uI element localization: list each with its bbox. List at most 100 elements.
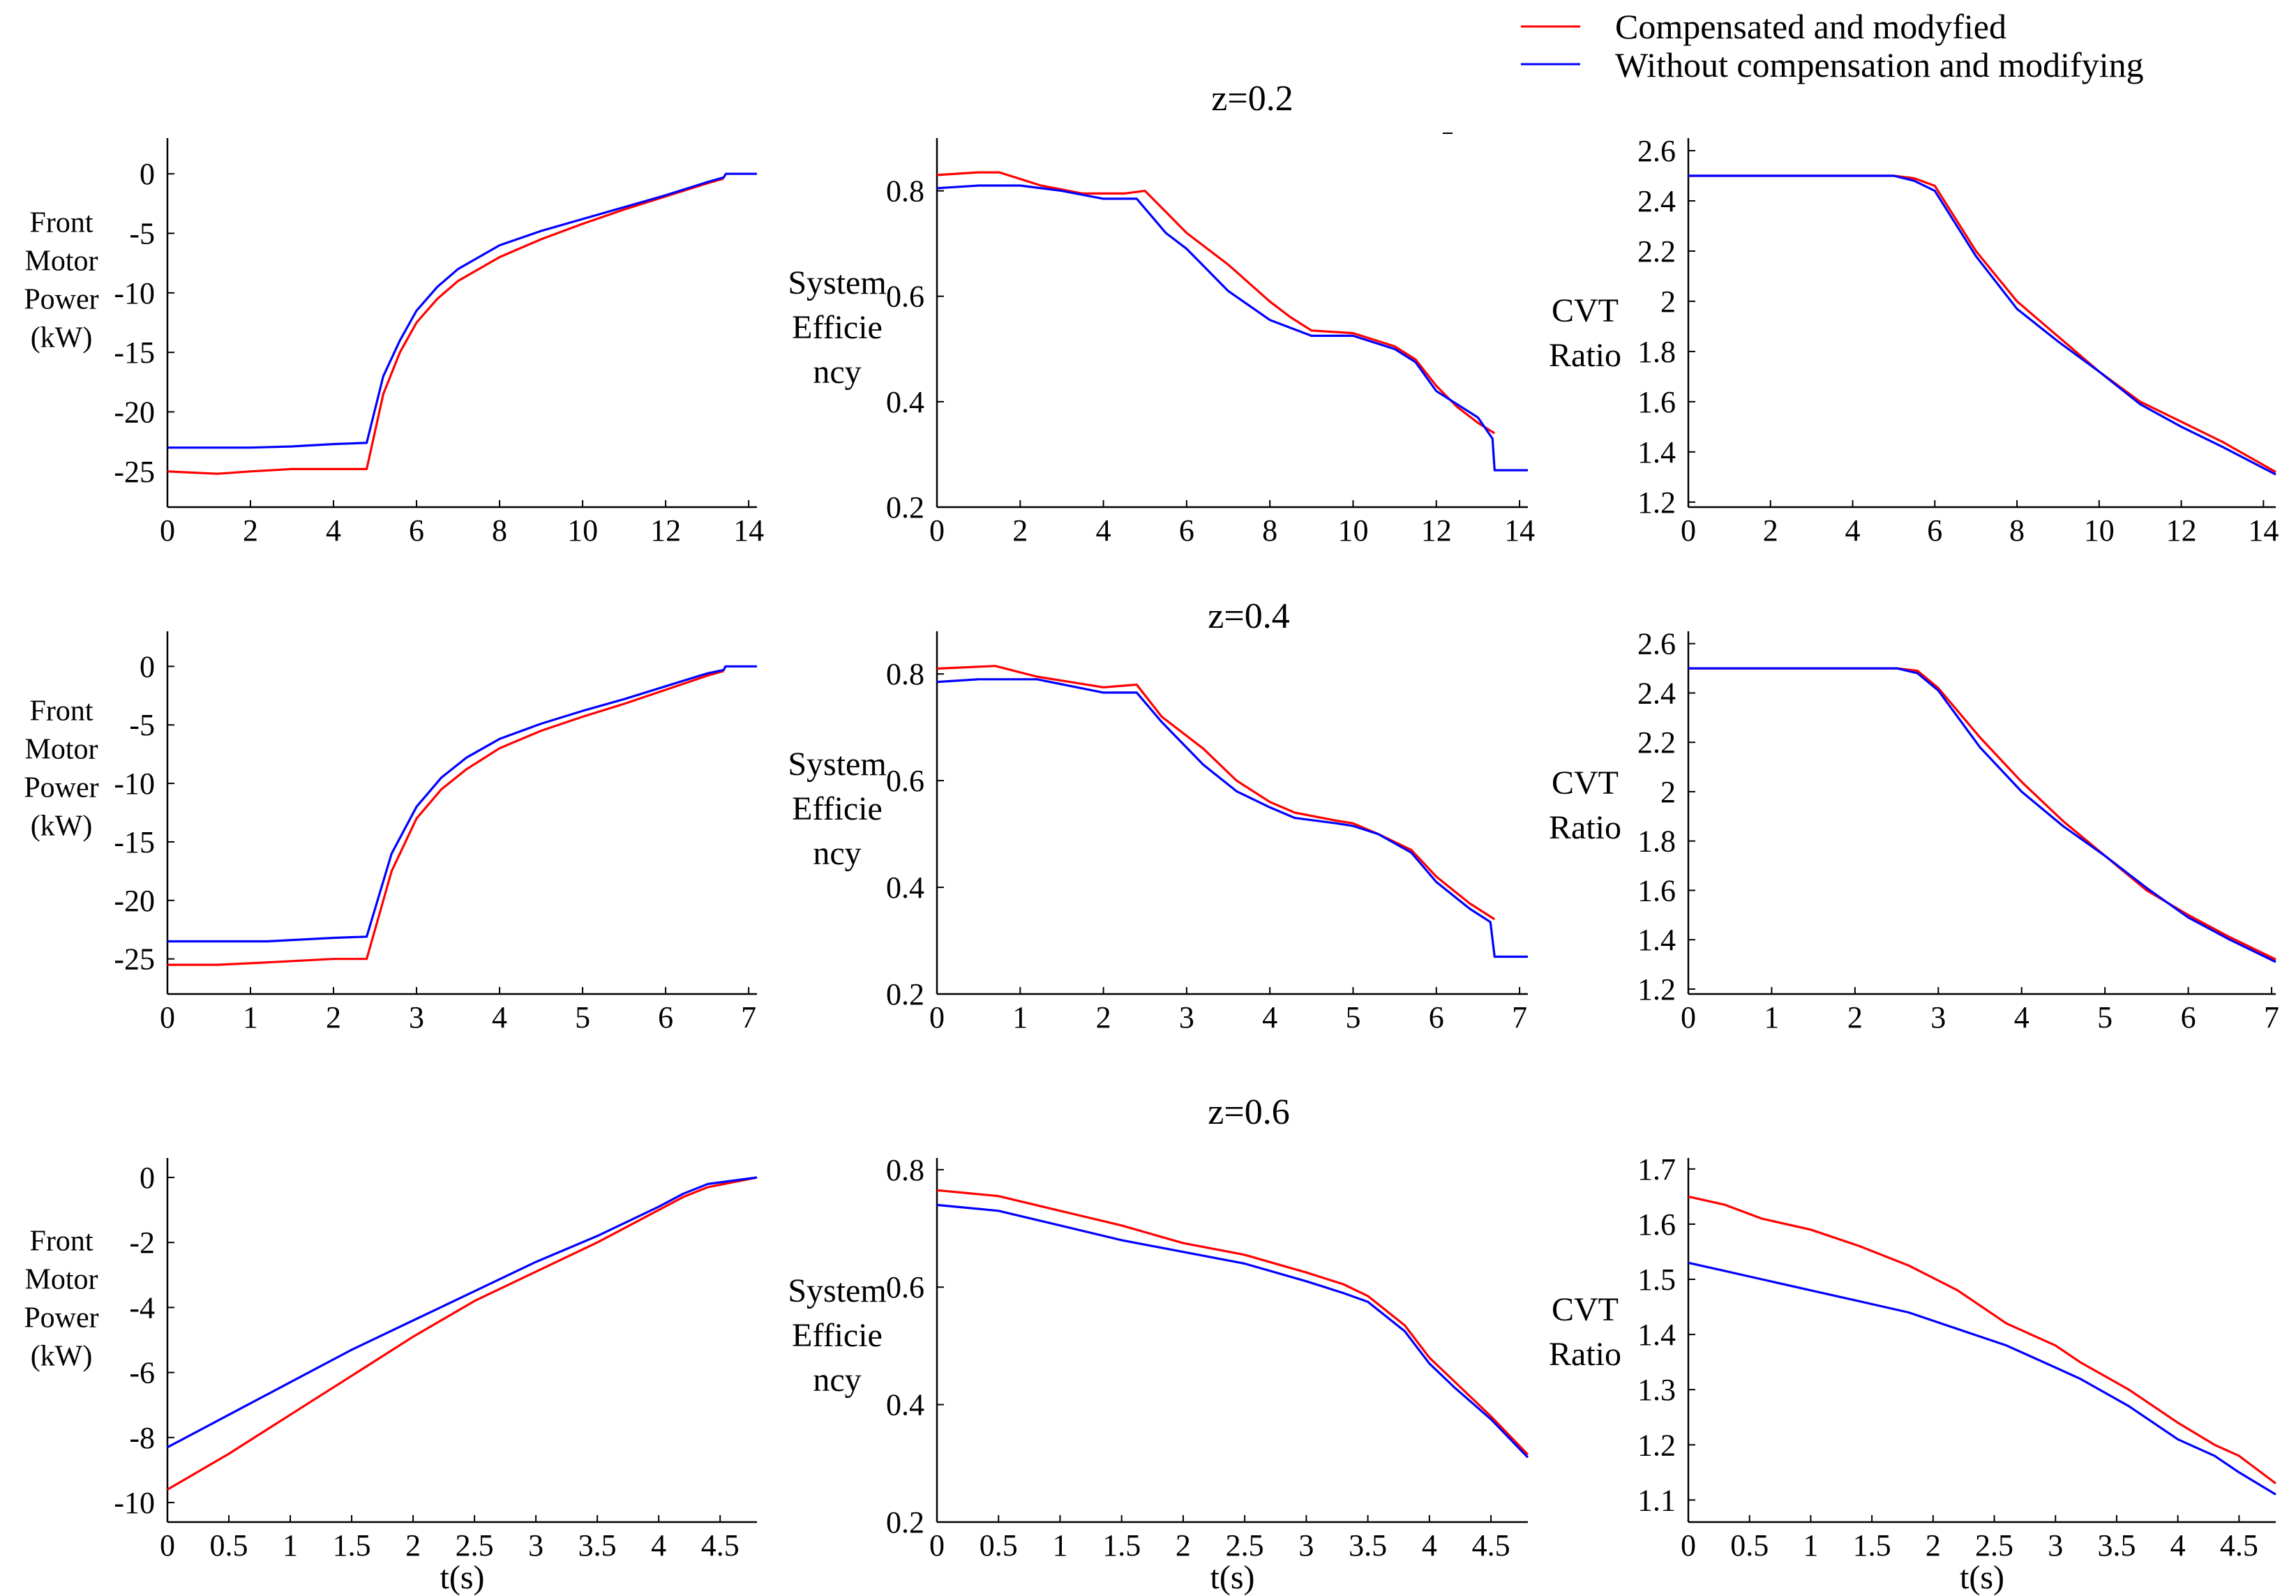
y-tick-label-1p8: 1.8 (1637, 335, 1676, 369)
x-tick-label-1: 1 (1012, 1000, 1028, 1034)
x-tick-label-3p5: 3.5 (578, 1528, 617, 1563)
series-line-compensated (936, 665, 1496, 921)
y-axis-label-line: System (788, 1272, 886, 1309)
y-tick-label-1p8: 1.8 (1637, 825, 1676, 859)
y-axis-label-line: ncy (813, 1362, 861, 1399)
plot-r2-c0: -10 -8 -6 -4 -2 0 0 0.5 1 1.5 2 2.5 3 3.5 4 4.5 Front Mot… (24, 1158, 758, 1596)
y-tick-label-1p1: 1.1 (1637, 1483, 1676, 1517)
x-tick-label-2: 2 (243, 513, 258, 548)
x-tick-label-1p5: 1.5 (333, 1528, 371, 1563)
y-tick-label-2: 2 (1660, 775, 1676, 809)
y-tick-label-1p7: 1.7 (1637, 1152, 1676, 1187)
y-tick-label-0p2: 0.2 (886, 977, 924, 1011)
x-tick-label-4p5: 4.5 (701, 1528, 740, 1563)
y-tick-label-m25: -25 (114, 942, 155, 977)
series-line-without (936, 1203, 1529, 1459)
x-tick-label-6: 6 (1179, 513, 1194, 548)
plot-r0-c2: 1.2 1.4 1.6 1.8 2 2.2 2.4 2.6 0 2 4 6 8 10 12 14 CVT Rati… (1549, 134, 2279, 548)
y-tick-label-2p2: 2.2 (1637, 234, 1676, 269)
y-axis-label-line: ncy (813, 835, 861, 872)
y-axis-label-line: Front (29, 1226, 93, 1258)
y-tick-label-m8: -8 (129, 1421, 155, 1455)
y-tick-label-1p6: 1.6 (1637, 1207, 1676, 1242)
y-tick-label-0p6: 0.6 (886, 280, 924, 314)
x-tick-label-1: 1 (1803, 1528, 1818, 1563)
y-axis-label-line: Power (24, 772, 98, 804)
series-line-compensated (1688, 1195, 2276, 1484)
y-tick-label-2p4: 2.4 (1637, 676, 1676, 710)
series-line-compensated (167, 1176, 758, 1491)
y-tick-label-0: 0 (140, 1161, 155, 1195)
y-tick-label-m25: -25 (114, 455, 155, 489)
plot-r1-c2: 1.2 1.4 1.6 1.8 2 2.2 2.4 2.6 0 1 2 3 4 5 6 7 CVT Ratio (1549, 627, 2279, 1034)
x-tick-label-6: 6 (2181, 1000, 2196, 1034)
plot-r2-c2: 1.1 1.2 1.3 1.4 1.5 1.6 1.7 0 0.5 1 1.5 2 2.5 3 3.5 4 4.… (1549, 1152, 2276, 1596)
x-tick-label-7: 7 (1512, 1000, 1527, 1034)
row-title-z02: z=0.2 (1211, 79, 1293, 119)
y-axis-label-line: Power (24, 1302, 98, 1334)
x-tick-label-12: 12 (2166, 513, 2197, 548)
x-tick-label-0: 0 (1681, 1000, 1696, 1034)
y-tick-label-0p2: 0.2 (886, 490, 924, 525)
y-axis-label-line: Ratio (1549, 809, 1621, 846)
y-tick-label-0p4: 0.4 (886, 1388, 924, 1422)
row-title-z06: z=0.6 (1208, 1092, 1289, 1132)
x-tick-label-1: 1 (243, 1000, 258, 1034)
y-axis-label-line: Efficie (792, 1317, 883, 1354)
y-tick-label-m4: -4 (129, 1290, 155, 1325)
plot-r2-c1: 0.2 0.4 0.6 0.8 0 0.5 1 1.5 2 2.5 3 3.5 4 4.5 System Ef… (788, 1153, 1529, 1596)
x-tick-label-3: 3 (2048, 1528, 2063, 1563)
y-axis-label-line: CVT (1552, 292, 1619, 329)
x-tick-label-3: 3 (1930, 1000, 1946, 1034)
series-line-without (1688, 1261, 2276, 1496)
x-tick-label-0: 0 (160, 513, 175, 548)
x-tick-label-2: 2 (1176, 1528, 1191, 1563)
x-tick-label-4p5: 4.5 (2220, 1528, 2258, 1563)
x-tick-label-6: 6 (1429, 1000, 1444, 1034)
y-tick-label-1p2: 1.2 (1637, 1428, 1676, 1462)
y-tick-label-1p6: 1.6 (1637, 873, 1676, 908)
y-axis-label-line: Efficie (792, 309, 883, 346)
series-line-without (167, 172, 757, 449)
x-axis-label: t(s) (1960, 1559, 2004, 1596)
y-tick-label-m15: -15 (114, 825, 155, 859)
y-tick-label-0p2: 0.2 (886, 1505, 924, 1539)
y-tick-label-1p2: 1.2 (1637, 972, 1676, 1007)
x-tick-label-5: 5 (575, 1000, 590, 1034)
row-title-z04: z=0.4 (1208, 596, 1289, 636)
x-tick-label-7: 7 (741, 1000, 756, 1034)
x-tick-label-4: 4 (1262, 1000, 1277, 1034)
series-line-compensated (936, 1189, 1529, 1456)
series-line-without (1688, 667, 2276, 963)
x-tick-label-3: 3 (528, 1528, 543, 1563)
x-tick-label-2p5: 2.5 (1975, 1528, 2013, 1563)
x-tick-label-1: 1 (283, 1528, 298, 1563)
x-tick-label-14: 14 (733, 513, 764, 548)
y-tick-label-1p4: 1.4 (1637, 1318, 1676, 1352)
x-tick-label-5: 5 (2097, 1000, 2113, 1034)
y-tick-label-m20: -20 (114, 884, 155, 918)
y-tick-label-m10: -10 (114, 276, 155, 310)
series-line-without (167, 1176, 758, 1449)
y-axis-label-line: (kW) (31, 811, 93, 843)
y-tick-label-2: 2 (1660, 285, 1676, 319)
y-tick-label-m6: -6 (129, 1356, 155, 1390)
x-tick-label-5: 5 (1345, 1000, 1360, 1034)
y-tick-label-1p6: 1.6 (1637, 385, 1676, 419)
x-tick-label-4: 4 (2014, 1000, 2029, 1034)
y-tick-label-0p6: 0.6 (886, 764, 924, 798)
y-tick-label-m2: -2 (129, 1226, 155, 1260)
y-tick-label-2p2: 2.2 (1637, 725, 1676, 760)
y-tick-label-1p4: 1.4 (1637, 435, 1676, 469)
x-tick-label-0: 0 (929, 1528, 945, 1563)
x-tick-label-4: 4 (2170, 1528, 2186, 1563)
x-tick-label-1: 1 (1764, 1000, 1779, 1034)
y-axis-label-line: Ratio (1549, 337, 1621, 374)
y-tick-label-0: 0 (140, 157, 155, 191)
y-tick-label-m15: -15 (114, 336, 155, 370)
x-tick-label-3p5: 3.5 (1349, 1528, 1387, 1563)
y-axis-label-line: ncy (813, 354, 861, 391)
y-axis-label-line: CVT (1552, 765, 1619, 801)
x-tick-label-2: 2 (1012, 513, 1028, 548)
y-axis-label-line: Motor (25, 734, 98, 766)
